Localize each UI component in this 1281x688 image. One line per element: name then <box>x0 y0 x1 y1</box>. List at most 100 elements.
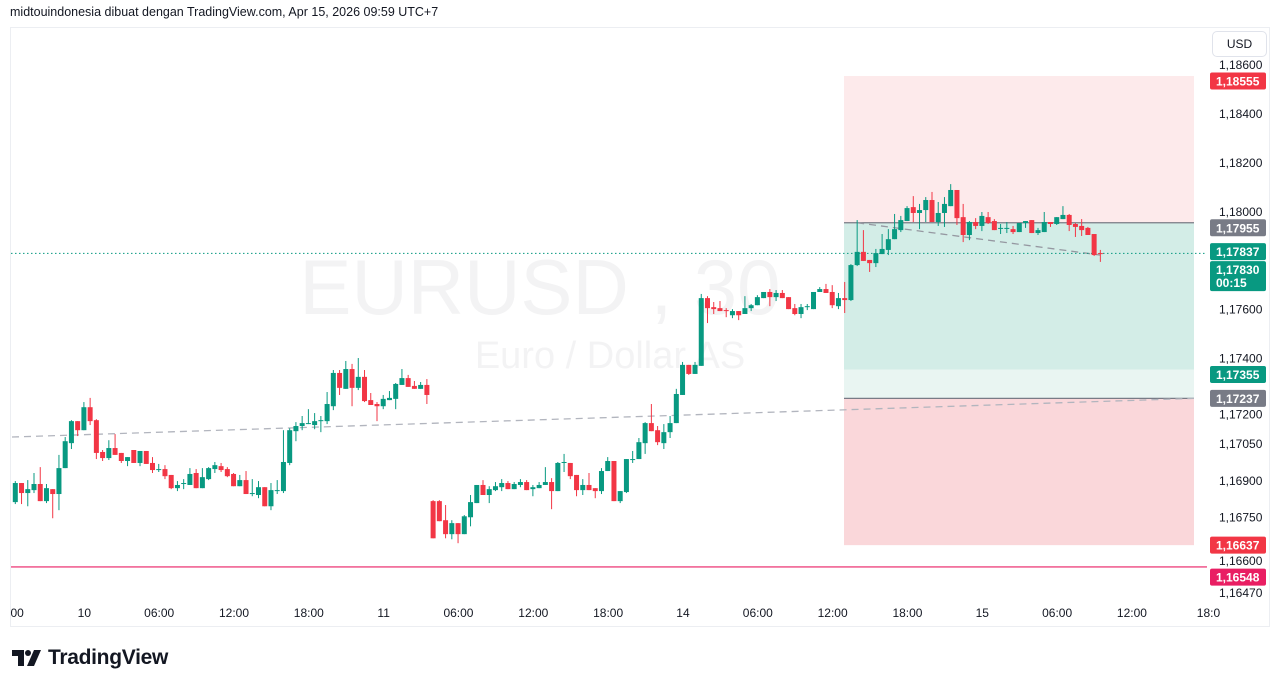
candle <box>405 374 411 387</box>
candle <box>811 291 817 310</box>
candle <box>611 461 617 502</box>
candle-body <box>149 462 155 471</box>
candle-body <box>256 487 262 496</box>
currency-button[interactable]: USD <box>1212 31 1267 57</box>
candle-body <box>455 523 461 535</box>
candle-body <box>486 489 492 496</box>
candle-body <box>81 407 87 431</box>
candle-body <box>829 291 835 306</box>
candle-body <box>630 459 636 461</box>
candle <box>935 201 941 226</box>
candle-body <box>761 291 767 299</box>
candle-body <box>19 483 25 494</box>
price-label-value: 1,17955 <box>1216 221 1260 235</box>
candle <box>661 424 667 450</box>
candle <box>598 468 604 495</box>
candle <box>162 465 168 480</box>
candle-body <box>792 308 798 315</box>
candle <box>492 482 498 492</box>
candle-body <box>885 239 891 250</box>
candle-body <box>854 251 860 266</box>
tradingview-logo[interactable]: TradingView <box>12 646 168 670</box>
candle <box>137 450 143 467</box>
candle-body <box>436 501 442 522</box>
price-label-badge: 1,17955 <box>1210 219 1266 237</box>
candle-body <box>661 432 667 444</box>
position-tool[interactable] <box>844 76 1194 546</box>
candle <box>386 391 392 401</box>
candle-body <box>673 393 679 424</box>
candle <box>193 469 199 489</box>
candle-body <box>717 308 723 312</box>
candle <box>1079 219 1085 236</box>
candle-body <box>542 482 548 485</box>
candle-body <box>536 484 542 489</box>
candle <box>1066 213 1072 232</box>
price-label-badge: 1,17237 <box>1210 389 1266 407</box>
candle-body <box>711 307 717 310</box>
candle <box>686 364 692 375</box>
candle-body <box>723 310 729 312</box>
position-zone-profit_zone <box>844 222 1194 370</box>
candle-body <box>374 404 380 407</box>
candle-body <box>1097 253 1103 255</box>
candle-body <box>991 221 997 231</box>
time-tick: 06:00 <box>443 606 473 620</box>
price-label-badge: 1,18555 <box>1210 72 1266 90</box>
time-tick: 10 <box>78 606 92 620</box>
candle-body <box>917 210 923 213</box>
candle <box>156 463 162 473</box>
candle <box>829 285 835 309</box>
candle <box>923 197 929 223</box>
candle-body <box>517 482 523 485</box>
candle <box>368 393 374 405</box>
candle <box>617 491 623 504</box>
candle-body <box>499 483 505 488</box>
candle-body <box>941 203 947 213</box>
candle <box>636 438 642 460</box>
price-axis[interactable]: 1,18600 1,18400 1,18200 1,18000 1,17600 1,174… <box>1219 58 1263 600</box>
candle-body <box>1035 230 1041 234</box>
candle <box>574 474 580 497</box>
candle <box>499 479 505 492</box>
candle-body <box>935 212 941 223</box>
candles <box>12 184 1103 544</box>
candle-body <box>605 461 611 472</box>
candle-body <box>443 520 449 535</box>
candle <box>231 472 237 487</box>
watermark-symbol: EURUSD , 30 <box>299 243 780 331</box>
candle-body <box>592 488 598 492</box>
candle <box>112 434 118 455</box>
time-axis[interactable]: 00 10 06:00 12:00 18:00 11 06:00 12:00 18:00 14 06… <box>11 606 1221 620</box>
candle <box>1004 222 1010 234</box>
candle-body <box>243 480 249 495</box>
candle <box>549 478 555 510</box>
candle-body <box>1060 214 1066 220</box>
candle-body <box>736 311 742 316</box>
candle <box>586 472 592 491</box>
candle <box>330 370 336 411</box>
candle <box>536 482 542 489</box>
candle-body <box>43 488 49 502</box>
time-tick: 18:00 <box>294 606 324 620</box>
candle <box>50 489 56 519</box>
candle <box>480 480 486 496</box>
candle <box>904 206 910 222</box>
candle-body <box>174 484 180 489</box>
candle-body <box>904 208 910 222</box>
candle-body <box>318 420 324 422</box>
candle <box>648 404 654 432</box>
price-label-value: 1,17355 <box>1216 368 1260 382</box>
candle <box>1097 249 1103 262</box>
candle-body <box>418 384 424 389</box>
candle-body <box>611 461 617 502</box>
candle-body <box>337 372 343 388</box>
candle-body <box>168 474 174 489</box>
candle <box>717 301 723 312</box>
candle <box>1054 217 1060 225</box>
candle <box>524 480 530 491</box>
candle <box>848 264 854 302</box>
time-tick: 11 <box>377 606 390 620</box>
candle-body <box>892 229 898 240</box>
